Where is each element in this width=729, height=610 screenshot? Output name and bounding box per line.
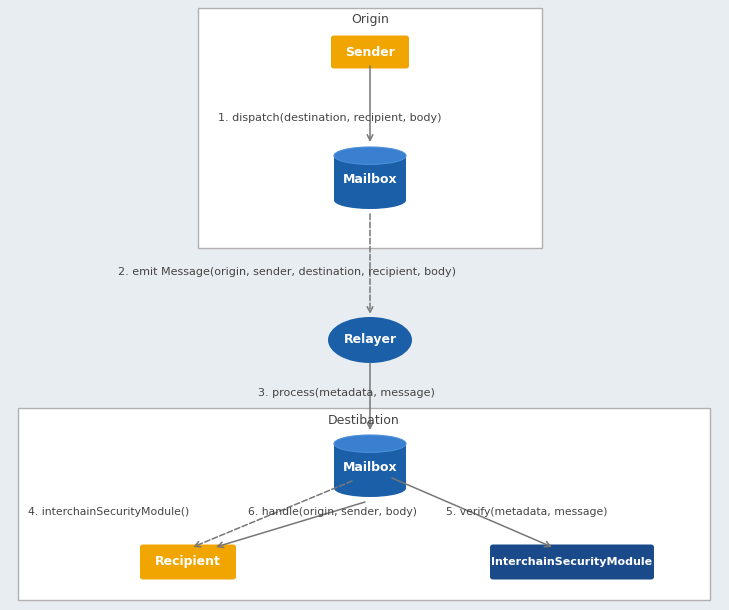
Ellipse shape — [334, 147, 406, 164]
FancyBboxPatch shape — [198, 8, 542, 248]
FancyBboxPatch shape — [140, 545, 236, 580]
Text: 3. process(metadata, message): 3. process(metadata, message) — [258, 388, 435, 398]
Text: 2. emit Message(origin, sender, destination, recipient, body): 2. emit Message(origin, sender, destinat… — [118, 267, 456, 277]
Text: Mailbox: Mailbox — [343, 173, 397, 186]
Text: Relayer: Relayer — [343, 334, 397, 346]
FancyBboxPatch shape — [334, 156, 406, 200]
FancyBboxPatch shape — [334, 443, 406, 489]
Text: 5. verify(metadata, message): 5. verify(metadata, message) — [446, 507, 607, 517]
Ellipse shape — [334, 479, 406, 497]
Ellipse shape — [334, 435, 406, 453]
FancyBboxPatch shape — [331, 35, 409, 68]
Text: 1. dispatch(destination, recipient, body): 1. dispatch(destination, recipient, body… — [218, 113, 442, 123]
FancyBboxPatch shape — [490, 545, 654, 580]
Text: Mailbox: Mailbox — [343, 461, 397, 474]
FancyBboxPatch shape — [18, 408, 710, 600]
Ellipse shape — [328, 317, 412, 363]
Text: 4. interchainSecurityModule(): 4. interchainSecurityModule() — [28, 507, 190, 517]
Text: InterchainSecurityModule: InterchainSecurityModule — [491, 557, 652, 567]
Text: Sender: Sender — [345, 46, 395, 59]
Text: Origin: Origin — [351, 13, 389, 26]
Text: Destibation: Destibation — [328, 414, 400, 426]
Text: Recipient: Recipient — [155, 556, 221, 569]
Ellipse shape — [334, 192, 406, 209]
Text: 6. handle(origin, sender, body): 6. handle(origin, sender, body) — [248, 507, 417, 517]
